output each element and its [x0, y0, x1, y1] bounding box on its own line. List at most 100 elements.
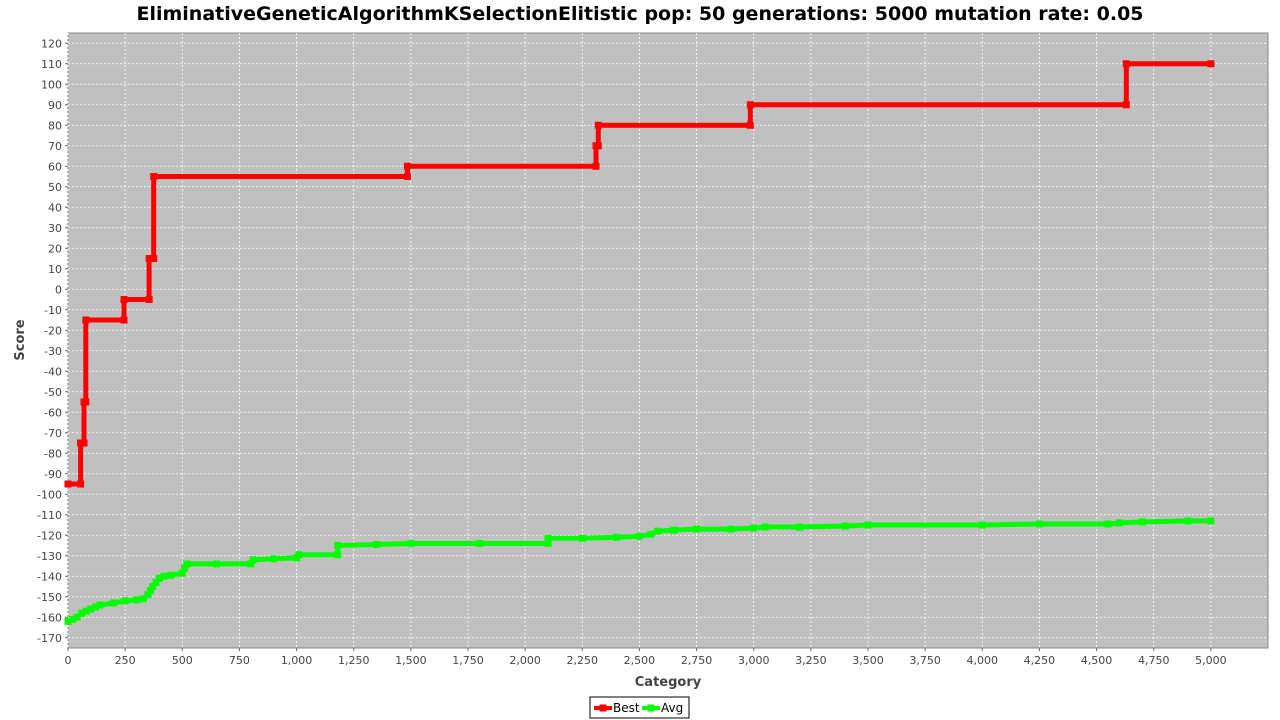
y-tick-label: 90 — [48, 99, 62, 112]
x-tick-label: 2,000 — [509, 654, 541, 667]
data-point-best — [746, 101, 754, 109]
data-point-avg — [578, 534, 586, 542]
y-tick-label: -90 — [44, 468, 62, 481]
y-tick-label: -120 — [37, 529, 62, 542]
data-point-avg — [155, 574, 163, 582]
y-tick-label: -80 — [44, 447, 62, 460]
data-point-best — [120, 316, 128, 324]
x-tick-label: 750 — [229, 654, 250, 667]
x-tick-label: 2,250 — [567, 654, 599, 667]
data-point-avg — [295, 551, 303, 559]
y-axis: 1201101009080706050403020100-10-20-30-40… — [37, 37, 68, 645]
data-point-avg — [181, 564, 189, 572]
data-point-avg — [64, 617, 72, 625]
data-point-avg — [121, 597, 129, 605]
y-tick-label: 0 — [55, 283, 62, 296]
y-tick-label: -140 — [37, 570, 62, 583]
data-point-avg — [270, 555, 278, 563]
legend-label-best: Best — [613, 701, 640, 715]
data-point-avg — [133, 596, 141, 604]
y-tick-label: 100 — [41, 78, 62, 91]
data-point-avg — [795, 523, 803, 531]
data-point-avg — [635, 532, 643, 540]
x-tick-label: 1,500 — [395, 654, 427, 667]
y-tick-label: -110 — [37, 509, 62, 522]
data-point-best — [82, 316, 90, 324]
data-point-avg — [167, 571, 175, 579]
data-point-avg — [1138, 518, 1146, 526]
data-point-avg — [82, 607, 90, 615]
y-tick-label: -20 — [44, 324, 62, 337]
y-tick-label: -10 — [44, 304, 62, 317]
x-tick-label: 3,500 — [852, 654, 884, 667]
legend-marker-avg — [647, 704, 655, 712]
y-tick-label: -60 — [44, 406, 62, 419]
grid — [67, 33, 1268, 648]
y-tick-label: -160 — [37, 611, 62, 624]
data-point-avg — [152, 578, 160, 586]
data-point-avg — [864, 521, 872, 529]
data-point-best — [1207, 60, 1215, 68]
x-tick-label: 1,250 — [338, 654, 370, 667]
data-point-best — [77, 480, 85, 488]
x-tick-label: 1,000 — [281, 654, 313, 667]
data-point-avg — [96, 601, 104, 609]
data-point-avg — [249, 556, 257, 564]
x-tick-label: 2,750 — [681, 654, 713, 667]
data-point-avg — [334, 542, 342, 549]
y-tick-label: 20 — [48, 242, 62, 255]
y-tick-label: -70 — [44, 427, 62, 440]
series-layer — [64, 60, 1215, 625]
data-point-best — [594, 121, 602, 129]
y-tick-label: -30 — [44, 345, 62, 358]
x-axis-label: Category — [635, 675, 702, 690]
y-tick-label: 30 — [48, 222, 62, 235]
data-point-best — [1122, 60, 1130, 68]
data-point-best — [82, 398, 90, 406]
legend-box — [589, 696, 690, 719]
legend: Best Avg — [589, 696, 690, 719]
data-point-avg — [841, 522, 849, 530]
y-tick-label: 60 — [48, 160, 62, 173]
y-tick-label: 80 — [48, 119, 62, 132]
x-tick-label: 1,750 — [452, 654, 484, 667]
data-point-best — [145, 255, 153, 262]
y-tick-label: 70 — [48, 140, 62, 153]
data-point-avg — [69, 615, 77, 623]
data-point-avg — [1184, 517, 1192, 525]
data-point-best — [150, 255, 158, 262]
x-tick-label: 4,750 — [1138, 654, 1170, 667]
data-point-best — [64, 480, 72, 488]
y-tick-label: 120 — [41, 37, 62, 50]
x-tick-label: 4,500 — [1081, 654, 1113, 667]
chart-title: EliminativeGeneticAlgorithmKSelectionEli… — [136, 3, 1143, 25]
y-tick-label: -170 — [37, 632, 62, 645]
data-point-avg — [693, 525, 701, 533]
data-point-avg — [647, 530, 655, 538]
data-point-best — [403, 173, 411, 180]
data-point-avg — [1207, 517, 1215, 525]
plot-area — [67, 32, 1269, 649]
y-tick-label: -150 — [37, 591, 62, 604]
data-point-best — [403, 162, 411, 170]
data-point-avg — [613, 533, 621, 541]
data-point-avg — [407, 539, 415, 547]
data-point-best — [120, 296, 128, 303]
data-point-best — [1122, 101, 1130, 109]
data-point-avg — [544, 534, 552, 542]
data-point-avg — [183, 560, 191, 568]
data-point-avg — [750, 524, 758, 532]
x-tick-label: 250 — [115, 654, 136, 667]
data-point-best — [145, 296, 153, 303]
x-tick-label: 0 — [65, 654, 72, 667]
x-tick-label: 500 — [172, 654, 193, 667]
data-point-avg — [373, 540, 381, 548]
data-point-avg — [761, 523, 769, 531]
data-point-avg — [73, 613, 81, 621]
x-tick-label: 4,000 — [967, 654, 999, 667]
x-axis: 0 250 500 750 1,000 1,250 1,500 1,750 2,000 2,250… — [65, 648, 1227, 667]
data-point-avg — [475, 539, 483, 547]
data-point-avg — [654, 527, 662, 535]
data-point-avg — [334, 551, 342, 559]
y-tick-label: -50 — [44, 386, 62, 399]
